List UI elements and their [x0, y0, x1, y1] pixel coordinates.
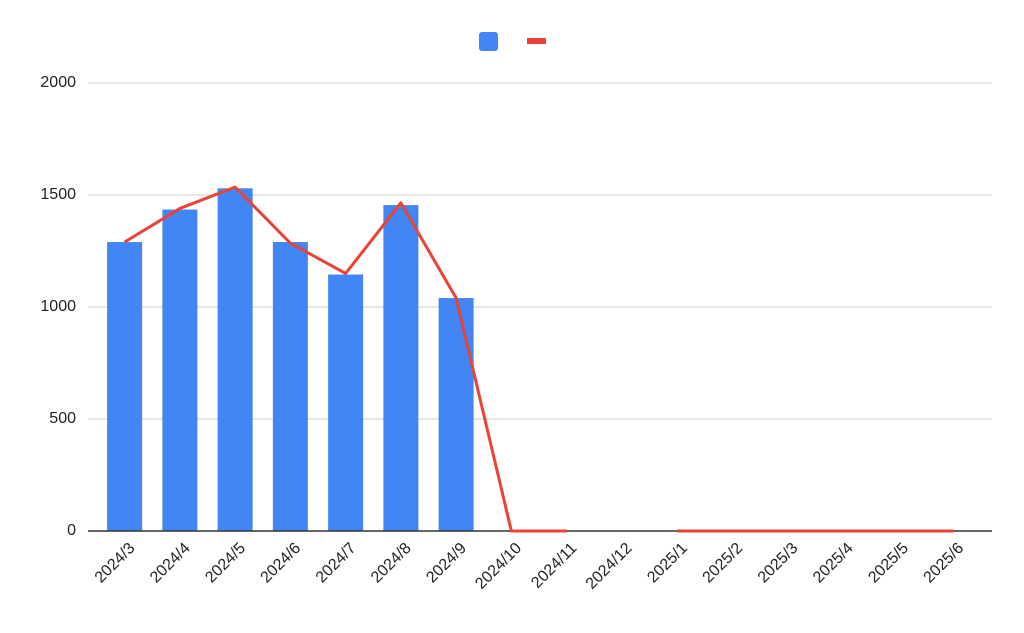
x-tick-label: 2024/4	[147, 540, 194, 587]
x-tick-label: 2024/8	[368, 540, 415, 587]
y-tick-label: 500	[49, 410, 76, 427]
legend-swatch	[479, 32, 498, 51]
bar	[272, 242, 308, 532]
x-tick-label: 2025/5	[865, 540, 912, 587]
x-tick-label: 2024/7	[313, 540, 360, 587]
bar	[107, 242, 143, 532]
line	[123, 185, 954, 533]
x-tick-label: 2025/3	[755, 540, 802, 587]
bar	[438, 298, 474, 531]
bar	[383, 205, 419, 531]
x-tick-label: 2024/6	[258, 540, 305, 587]
x-tick-label: 2025/2	[700, 540, 747, 587]
y-tick-label: 1000	[40, 298, 76, 315]
bar	[328, 274, 364, 531]
bar	[217, 188, 253, 531]
x-tick-label: 2024/5	[202, 540, 249, 587]
y-tick-label: 2000	[40, 74, 76, 91]
x-tick-label: 2025/6	[921, 540, 968, 587]
x-tick-label: 2024/10	[472, 540, 525, 593]
x-tick-label: 2024/11	[528, 540, 580, 592]
x-tick-label: 2024/9	[423, 540, 470, 587]
x-tick-label: 2024/12	[583, 540, 636, 593]
y-tick-label: 1500	[40, 186, 76, 203]
y-tick-label: 0	[67, 522, 76, 539]
x-tick-label: 2025/4	[810, 540, 857, 587]
x-tick-label: 2024/3	[92, 540, 139, 587]
legend-swatch	[527, 38, 546, 44]
x-tick-label: 2025/1	[644, 540, 691, 587]
bar	[162, 209, 198, 531]
